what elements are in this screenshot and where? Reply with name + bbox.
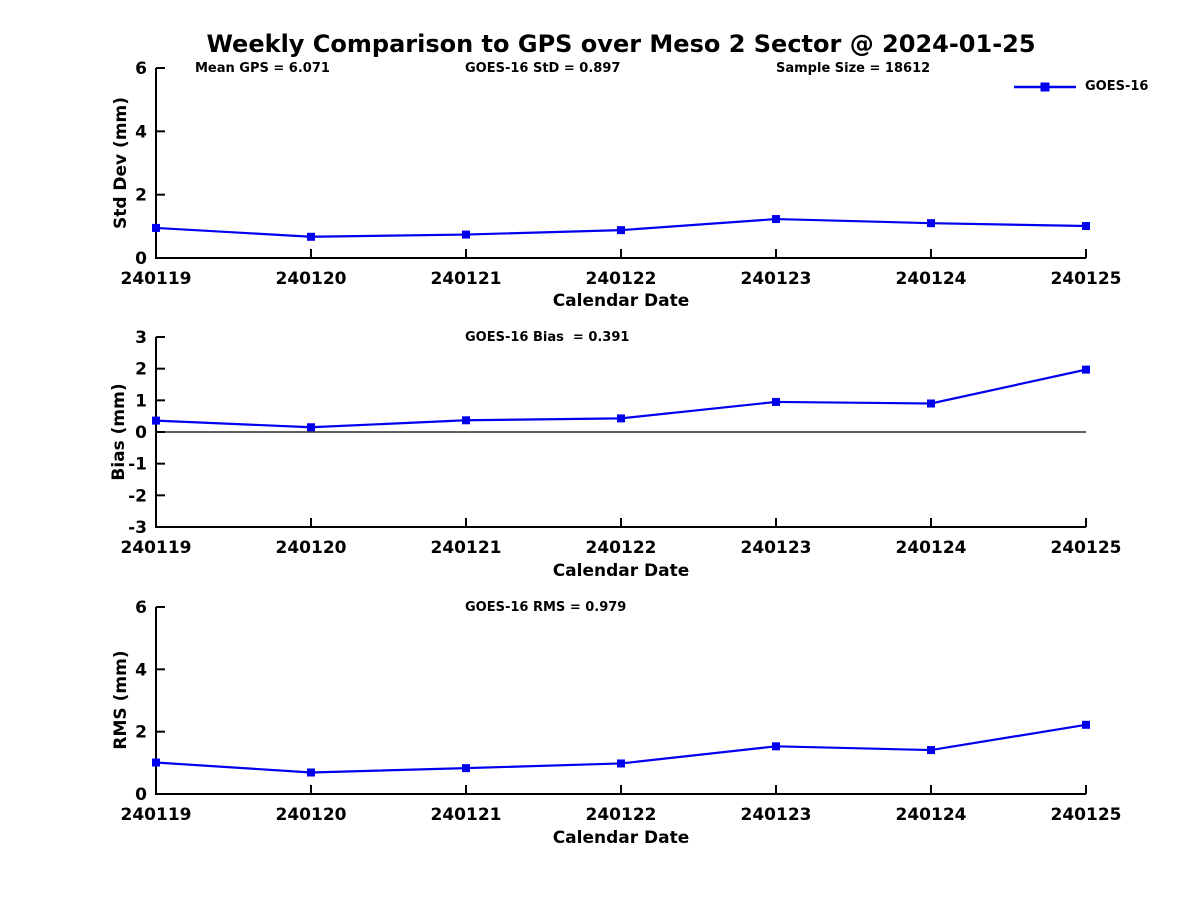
y-tick-label: -1 [128, 455, 147, 475]
axis-lines [155, 337, 1086, 528]
legend-label: GOES-16 [1085, 79, 1149, 94]
x-tick-label: 240120 [276, 538, 347, 558]
axis-lines [155, 68, 1086, 259]
y-tick-label: 4 [135, 660, 147, 680]
legend-marker [1040, 82, 1050, 91]
legend-line-icon [1014, 82, 1076, 91]
y-tick-label: 2 [135, 360, 147, 380]
y-tick-label: 0 [135, 785, 147, 805]
y-tick-label: 0 [135, 423, 147, 443]
x-tick-label: 240122 [586, 269, 657, 289]
data-point-marker [772, 397, 780, 406]
x-tick-label: 240121 [431, 538, 502, 558]
annotation-goes16-bias: GOES-16 Bias = 0.391 [465, 330, 630, 345]
x-tick-label: 240121 [431, 269, 502, 289]
data-point-marker [617, 226, 625, 235]
y-tick-label: 1 [135, 391, 147, 411]
data-point-marker [152, 223, 160, 232]
xlabel-calendar-date-2: Calendar Date [552, 561, 690, 581]
data-point-marker [927, 219, 935, 228]
x-tick-label: 240125 [1051, 805, 1122, 825]
ylabel-std-dev: Std Dev (mm) [111, 96, 131, 230]
data-point-marker [1082, 720, 1090, 729]
subplot-rms: 0 2 4 6 240119 240120 240121 240122 240123 240124… [121, 598, 1122, 825]
data-point-marker [772, 215, 780, 224]
data-point-marker [152, 416, 160, 425]
annotation-goes16-std: GOES-16 StD = 0.897 [465, 61, 621, 76]
x-tick-label: 240121 [431, 805, 502, 825]
data-point-marker [617, 414, 625, 423]
data-point-marker [152, 758, 160, 767]
x-tick-label: 240124 [896, 538, 967, 558]
data-point-marker [462, 416, 470, 425]
annotation-goes16-rms: GOES-16 RMS = 0.979 [465, 600, 627, 615]
annotation-mean-gps: Mean GPS = 6.071 [195, 61, 330, 76]
data-point-marker [617, 759, 625, 768]
y-tick-label: 2 [135, 186, 147, 206]
data-point-marker [307, 768, 315, 777]
x-tick-label: 240120 [276, 269, 347, 289]
y-tick-label: 6 [135, 598, 147, 618]
x-tick-label: 240123 [741, 538, 812, 558]
data-point-marker [927, 746, 935, 755]
ylabel-rms: RMS (mm) [111, 650, 131, 750]
xlabel-calendar-date-3: Calendar Date [552, 828, 690, 848]
x-tick-label: 240119 [121, 805, 192, 825]
x-tick-label: 240124 [896, 269, 967, 289]
data-point-marker [1082, 365, 1090, 374]
x-tick-label: 240124 [896, 805, 967, 825]
x-tick-label: 240122 [586, 538, 657, 558]
legend: GOES-16 [1014, 79, 1148, 94]
y-tick-label: 2 [135, 723, 147, 743]
x-tick-label: 240119 [121, 269, 192, 289]
axis-lines [155, 607, 1086, 795]
data-point-marker [307, 232, 315, 241]
data-point-marker [462, 230, 470, 239]
y-tick-label: -3 [128, 518, 147, 538]
xlabel-calendar-date-1: Calendar Date [552, 291, 690, 311]
subplot-std-dev: 0 2 4 6 240119 240120 240121 240122 240123 240124… [121, 59, 1122, 289]
x-tick-label: 240123 [741, 805, 812, 825]
x-tick-label: 240122 [586, 805, 657, 825]
x-tick-label: 240120 [276, 805, 347, 825]
data-point-marker [772, 742, 780, 751]
subplot-bias: -3 -2 -1 0 1 2 3 240119 240120 240121 240122 240123… [121, 328, 1122, 558]
x-tick-label: 240119 [121, 538, 192, 558]
y-tick-label: 0 [135, 249, 147, 269]
data-point-marker [462, 764, 470, 773]
y-tick-label: 3 [135, 328, 147, 348]
data-point-marker [1082, 222, 1090, 231]
data-point-marker [927, 399, 935, 408]
y-tick-label: 6 [135, 59, 147, 79]
y-tick-label: 4 [135, 122, 147, 142]
x-tick-label: 240125 [1051, 269, 1122, 289]
y-tick-label: -2 [128, 486, 147, 506]
data-point-marker [307, 423, 315, 432]
chart-title: Weekly Comparison to GPS over Meso 2 Sec… [206, 30, 1036, 58]
x-tick-label: 240125 [1051, 538, 1122, 558]
annotation-sample-size: Sample Size = 18612 [776, 61, 931, 76]
ylabel-bias: Bias (mm) [109, 383, 129, 481]
x-tick-label: 240123 [741, 269, 812, 289]
